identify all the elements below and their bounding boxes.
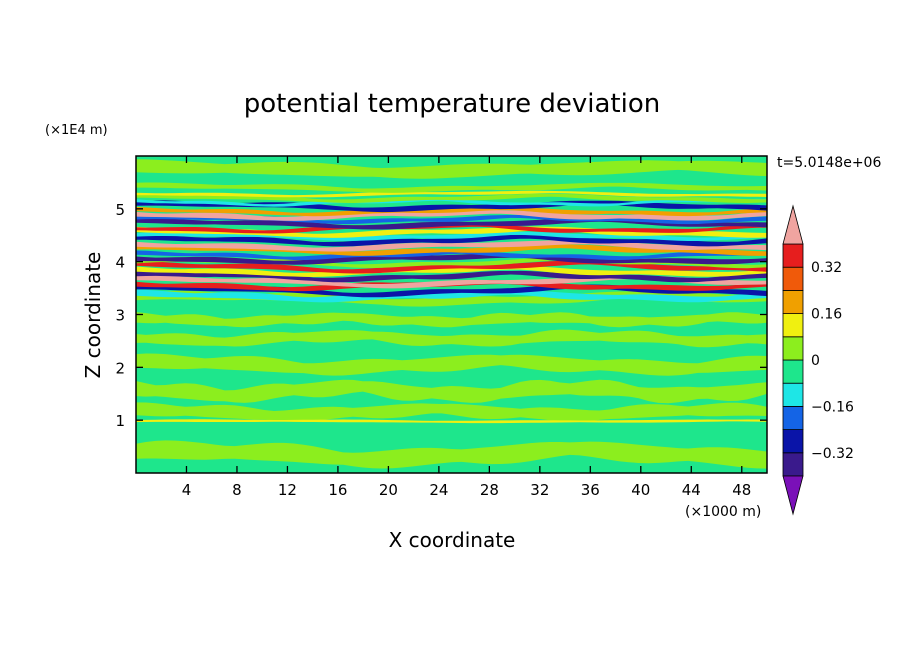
field-bands <box>136 159 767 469</box>
field-band <box>136 159 767 179</box>
field-band <box>136 244 767 256</box>
colorbar-tick-label: −0.32 <box>811 446 854 462</box>
colorbar-segment <box>782 429 804 454</box>
x-tick-label: 12 <box>278 481 297 499</box>
x-axis-label: X coordinate <box>389 528 516 552</box>
y-tick-label: 1 <box>115 412 125 430</box>
field-band <box>136 419 767 424</box>
field-band <box>136 379 767 404</box>
colorbar-tick-label: 0.16 <box>811 307 842 323</box>
x-tick-label: 16 <box>328 481 347 499</box>
colorbar-segment <box>782 382 804 407</box>
x-tick-label: 20 <box>379 481 398 499</box>
x-tick-label: 8 <box>232 481 242 499</box>
x-tick-label: 4 <box>182 481 192 499</box>
field-band <box>136 265 767 277</box>
colorbar-lower-triangle <box>782 475 804 516</box>
y-axis: 1 2 3 4 5 <box>115 201 767 430</box>
field-band <box>136 250 767 260</box>
field-band <box>136 312 767 328</box>
chart-title: potential temperature deviation <box>244 89 660 119</box>
x-axis: 4 8 12 16 20 24 28 32 36 40 44 48 <box>182 156 751 499</box>
colorbar-segment <box>782 359 804 384</box>
y-tick-label: 3 <box>115 307 125 325</box>
field-band <box>136 182 767 193</box>
field-band <box>136 353 767 376</box>
x-tick-label: 44 <box>682 481 701 499</box>
field-band <box>136 329 767 348</box>
x-tick-label: 28 <box>480 481 499 499</box>
colorbar-segment <box>782 266 804 291</box>
x-tick-label: 24 <box>429 481 448 499</box>
plot-area <box>135 155 768 474</box>
field-band <box>136 206 767 217</box>
field-band <box>136 209 767 221</box>
x-axis-unit: (×1000 m) <box>685 504 761 520</box>
field-band <box>136 193 767 203</box>
colorbar-tick-label: −0.16 <box>811 399 854 415</box>
field-band <box>136 280 767 292</box>
field-band <box>136 253 767 265</box>
colorbar-segment <box>782 243 804 268</box>
field-band <box>136 270 767 283</box>
colorbar-segment <box>782 405 804 430</box>
y-tick-label: 5 <box>115 201 125 219</box>
field-band <box>136 231 767 241</box>
field-band <box>136 234 767 247</box>
y-tick-label: 4 <box>115 254 125 272</box>
y-tick-label: 2 <box>115 359 125 377</box>
colorbar-tick-label: 0.32 <box>811 260 842 276</box>
colorbar-segment <box>782 289 804 314</box>
field-band <box>136 402 767 422</box>
field-band <box>136 440 767 469</box>
x-tick-label: 32 <box>530 481 549 499</box>
x-tick-label: 36 <box>581 481 600 499</box>
field-band <box>136 223 767 234</box>
time-label: t=5.0148e+06 <box>777 155 881 171</box>
x-tick-label: 48 <box>732 481 751 499</box>
field-band <box>136 289 767 303</box>
colorbar-segment <box>782 336 804 361</box>
y-axis-unit: (×1E4 m) <box>45 123 108 138</box>
field-band <box>136 190 767 198</box>
colorbar-segment <box>782 452 804 477</box>
field-band <box>136 198 767 207</box>
colorbar-upper-triangle <box>782 204 804 245</box>
x-tick-label: 40 <box>631 481 650 499</box>
colorbar-tick-label: 0 <box>811 353 820 369</box>
field-band <box>136 214 767 225</box>
colorbar-segment <box>782 313 804 338</box>
y-axis-label: Z coordinate <box>81 252 105 379</box>
colorbar: 0.32 0.16 0 −0.16 −0.32 <box>782 204 854 516</box>
field-band <box>136 226 767 238</box>
